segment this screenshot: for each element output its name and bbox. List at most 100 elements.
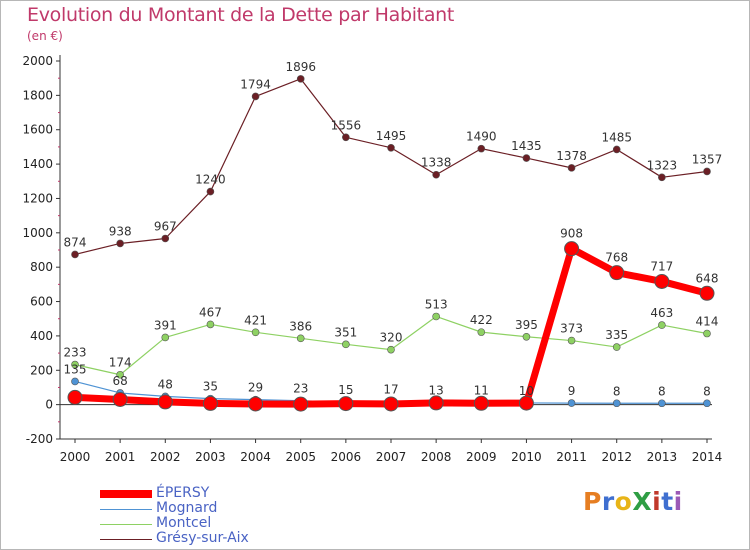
data-label-montcel: 386	[289, 319, 312, 333]
data-label--persy: 648	[696, 271, 719, 285]
legend-label-epersy: ÉPERSY	[156, 485, 210, 501]
data-point-mognard	[567, 399, 576, 407]
data-point-montcel	[703, 329, 711, 338]
data-label-montcel: 391	[154, 318, 177, 332]
legend-label-gresy: Grésy-sur-Aix	[156, 530, 249, 546]
data-label-gr-sy-sur-aix: 967	[154, 219, 177, 233]
data-point-montcel	[342, 340, 350, 349]
data-label-mognard: 13	[429, 383, 444, 397]
data-label-gr-sy-sur-aix: 1357	[692, 152, 723, 166]
y-tick-label: 1600	[22, 123, 53, 137]
data-point-gr-sy-sur-aix	[612, 145, 621, 154]
data-label-montcel: 422	[470, 313, 493, 327]
data-point-gr-sy-sur-aix	[387, 143, 395, 152]
y-tick-label: 400	[30, 329, 53, 343]
data-point-gr-sy-sur-aix	[71, 250, 79, 259]
data-label-montcel: 421	[244, 313, 267, 327]
y-tick-label: 600	[30, 295, 53, 309]
data-point-montcel	[522, 332, 531, 341]
logo-letter: t	[661, 487, 674, 516]
logo-letter: i	[673, 487, 683, 516]
x-tick-label: 2008	[421, 450, 452, 464]
data-point-gr-sy-sur-aix	[161, 234, 170, 243]
data-point-gr-sy-sur-aix	[296, 75, 305, 83]
data-label-gr-sy-sur-aix: 1435	[511, 139, 542, 153]
y-tick-label: 1000	[22, 226, 53, 240]
data-label-mognard: 29	[248, 381, 263, 395]
data-point--persy	[248, 396, 264, 412]
data-label-mognard: 8	[613, 384, 621, 398]
data-point-montcel	[251, 328, 260, 337]
data-label--persy: 717	[650, 259, 673, 273]
x-tick-label: 2006	[331, 450, 362, 464]
data-point-gr-sy-sur-aix	[206, 187, 215, 196]
data-point--persy	[428, 395, 444, 411]
data-label-mognard: 68	[113, 374, 128, 388]
data-label-mognard: 11	[474, 384, 489, 398]
data-point--persy	[564, 241, 580, 257]
data-point-gr-sy-sur-aix	[477, 144, 486, 153]
logo-letter: o	[614, 487, 633, 516]
data-point--persy	[293, 396, 309, 412]
chart-unit: (en €)	[27, 29, 63, 43]
data-label-montcel: 463	[650, 306, 673, 320]
data-label-gr-sy-sur-aix: 1323	[647, 158, 678, 172]
data-label-mognard: 48	[158, 377, 173, 391]
y-tick-label: 0	[45, 398, 53, 412]
data-label-montcel: 351	[334, 325, 357, 339]
x-tick-label: 2005	[285, 450, 316, 464]
data-point--persy	[157, 394, 173, 410]
data-label-mognard: 35	[203, 380, 218, 394]
data-point-montcel	[432, 312, 440, 321]
legend-swatch-epersy	[100, 490, 152, 498]
data-point-gr-sy-sur-aix	[703, 167, 711, 176]
data-point--persy	[654, 273, 670, 289]
x-tick-label: 2012	[601, 450, 632, 464]
data-label-montcel: 395	[515, 318, 538, 332]
data-label-gr-sy-sur-aix: 1556	[331, 118, 362, 132]
data-label-gr-sy-sur-aix: 1896	[285, 60, 316, 74]
data-point-montcel	[161, 333, 170, 342]
data-point-gr-sy-sur-aix	[658, 173, 666, 182]
data-point-montcel	[477, 328, 486, 336]
data-label-montcel: 320	[380, 331, 403, 345]
data-point-montcel	[206, 320, 215, 329]
data-label-mognard: 8	[703, 384, 711, 398]
data-label-mognard: 8	[658, 384, 666, 398]
data-label-mognard: 10	[519, 384, 534, 398]
data-label-montcel: 414	[696, 315, 719, 329]
x-tick-label: 2007	[376, 450, 407, 464]
data-label-gr-sy-sur-aix: 1338	[421, 156, 452, 170]
data-point--persy	[202, 395, 218, 411]
data-point-montcel	[71, 360, 79, 369]
data-label-mognard: 17	[383, 383, 398, 397]
x-tick-label: 2003	[195, 450, 226, 464]
data-point-montcel	[387, 345, 395, 354]
data-point-gr-sy-sur-aix	[116, 239, 124, 248]
x-tick-label: 2001	[105, 450, 136, 464]
x-tick-label: 2011	[556, 450, 587, 464]
data-label-mognard: 15	[338, 383, 353, 397]
data-point-mognard	[658, 399, 666, 408]
data-point--persy	[112, 391, 128, 407]
data-point-gr-sy-sur-aix	[567, 164, 576, 172]
data-label--persy: 768	[605, 251, 628, 265]
legend-swatch-gresy	[100, 539, 152, 540]
data-point-mognard	[703, 399, 711, 408]
data-point-montcel	[116, 370, 124, 379]
data-label-montcel: 467	[199, 305, 222, 319]
y-tick-label: -200	[26, 432, 53, 446]
data-label-mognard: 135	[64, 362, 87, 376]
data-point-mognard	[612, 399, 621, 408]
y-tick-label: 1800	[22, 88, 53, 102]
x-tick-label: 2004	[240, 450, 271, 464]
x-tick-label: 2013	[647, 450, 678, 464]
data-point-montcel	[296, 334, 305, 343]
data-label-montcel: 335	[605, 328, 628, 342]
legend-swatch-montcel	[100, 524, 152, 525]
x-tick-label: 2009	[466, 450, 497, 464]
data-label-gr-sy-sur-aix: 1378	[556, 149, 587, 163]
data-label-gr-sy-sur-aix: 938	[109, 224, 132, 238]
data-point-gr-sy-sur-aix	[522, 154, 531, 162]
y-tick-label: 1200	[22, 191, 53, 205]
